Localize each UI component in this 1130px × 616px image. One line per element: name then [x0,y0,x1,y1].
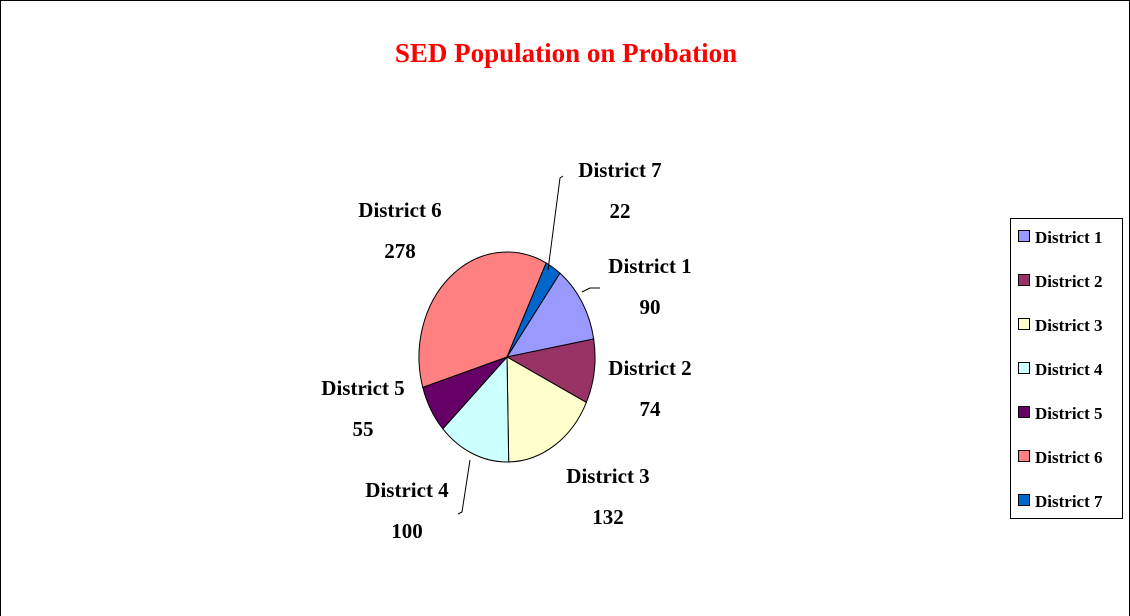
legend-swatch [1018,406,1030,418]
data-label-value: 74 [640,397,662,421]
data-label-value: 90 [640,295,661,319]
data-label-name: District 7 [578,158,661,182]
legend-swatch [1018,362,1030,374]
legend-swatch [1018,494,1030,506]
legend-label: District 3 [1035,316,1103,335]
data-label-value: 22 [610,199,631,223]
data-label-name: District 1 [608,254,691,278]
data-label-value: 55 [353,417,374,441]
pie-slice [442,355,510,463]
pie-slice [506,356,587,463]
data-label-name: District 3 [566,464,649,488]
data-label-value: 132 [592,505,624,529]
legend-label: District 1 [1035,228,1103,247]
data-label-name: District 2 [608,356,691,380]
legend-swatch [1018,450,1030,462]
leader-line [547,175,564,271]
leader-line [581,287,600,293]
legend-label: District 6 [1035,448,1103,467]
legend-label: District 7 [1035,492,1103,511]
data-label-name: District 6 [358,198,441,222]
legend-label: District 5 [1035,404,1103,423]
data-label-name: District 4 [365,478,449,502]
data-label-name: District 5 [321,376,404,400]
legend-swatch [1018,274,1030,286]
data-label-value: 278 [384,239,416,263]
legend-label: District 2 [1035,272,1103,291]
pie-slice [505,272,595,358]
data-label-value: 100 [391,519,423,543]
pie-slice [418,251,547,389]
legend-swatch [1018,230,1030,242]
legend-label: District 4 [1035,360,1103,379]
legend-swatch [1018,318,1030,330]
chart-title: SED Population on Probation [395,38,737,68]
pie-slice [506,262,561,358]
leader-line [457,459,471,515]
